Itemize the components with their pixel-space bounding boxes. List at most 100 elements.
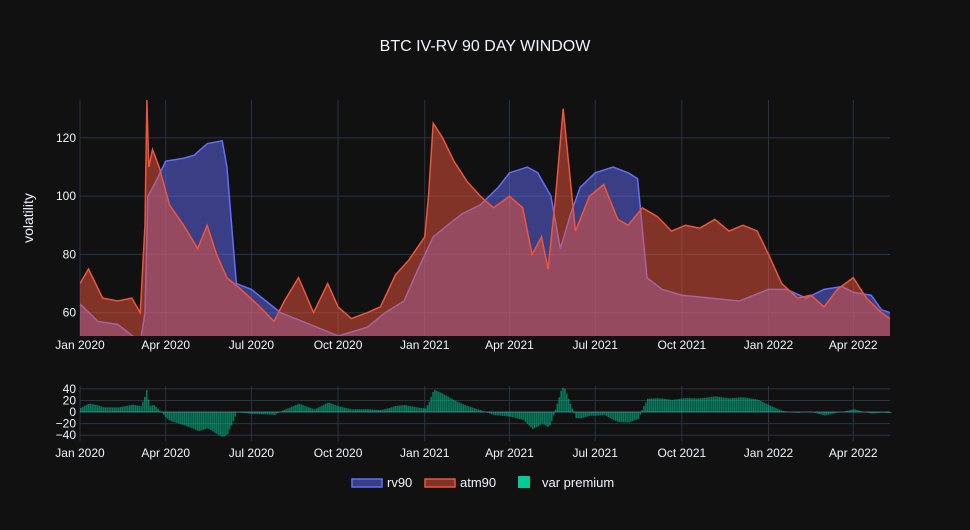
var-premium-bar[interactable] [519, 412, 521, 419]
var-premium-bar[interactable] [442, 393, 444, 412]
var-premium-bar[interactable] [722, 397, 724, 412]
var-premium-bar[interactable] [677, 399, 679, 412]
var-premium-bar[interactable] [734, 398, 736, 412]
var-premium-bar[interactable] [146, 390, 148, 412]
var-premium-bar[interactable] [500, 412, 502, 416]
var-premium-bar[interactable] [536, 412, 538, 427]
var-premium-bar[interactable] [692, 398, 694, 412]
var-premium-bar[interactable] [291, 407, 293, 412]
var-premium-bar[interactable] [632, 412, 634, 421]
var-premium-bar[interactable] [476, 409, 478, 412]
var-premium-bar[interactable] [137, 406, 139, 413]
var-premium-bar[interactable] [634, 412, 636, 420]
var-premium-bar[interactable] [306, 407, 308, 412]
var-premium-bar[interactable] [487, 412, 489, 413]
var-premium-bar[interactable] [131, 405, 133, 412]
var-premium-bar[interactable] [775, 408, 777, 412]
var-premium-bar[interactable] [670, 400, 672, 412]
var-premium-bar[interactable] [553, 412, 555, 415]
var-premium-bar[interactable] [461, 403, 463, 412]
var-premium-bar[interactable] [705, 398, 707, 412]
var-premium-bar[interactable] [656, 398, 658, 412]
var-premium-bar[interactable] [389, 408, 391, 412]
var-premium-bar[interactable] [434, 390, 436, 412]
var-premium-bar[interactable] [526, 412, 528, 424]
var-premium-bar[interactable] [862, 411, 864, 412]
var-premium-bar[interactable] [380, 410, 382, 412]
var-premium-bar[interactable] [664, 399, 666, 412]
var-premium-bar[interactable] [447, 397, 449, 412]
var-premium-bar[interactable] [570, 404, 572, 412]
var-premium-bar[interactable] [513, 412, 515, 418]
var-premium-bar[interactable] [89, 404, 91, 412]
var-premium-bar[interactable] [272, 412, 274, 415]
var-premium-bar[interactable] [832, 412, 834, 414]
var-premium-bar[interactable] [653, 398, 655, 412]
var-premium-bar[interactable] [383, 409, 385, 412]
var-premium-bar[interactable] [849, 410, 851, 412]
var-premium-bar[interactable] [660, 398, 662, 412]
var-premium-bar[interactable] [430, 397, 432, 412]
var-premium-bar[interactable] [393, 407, 395, 412]
var-premium-bar[interactable] [687, 398, 689, 412]
var-premium-bar[interactable] [685, 398, 687, 412]
var-premium-bar[interactable] [123, 406, 125, 412]
var-premium-bar[interactable] [180, 412, 182, 424]
var-premium-bar[interactable] [144, 397, 146, 412]
var-premium-bar[interactable] [148, 400, 150, 412]
var-premium-bar[interactable] [572, 409, 574, 412]
var-premium-bar[interactable] [400, 405, 402, 412]
var-premium-bar[interactable] [557, 404, 559, 412]
var-premium-bar[interactable] [783, 411, 785, 412]
var-premium-bar[interactable] [517, 412, 519, 418]
var-premium-bar[interactable] [199, 412, 201, 431]
var-premium-bar[interactable] [152, 405, 154, 412]
var-premium-bar[interactable] [743, 397, 745, 412]
var-premium-bar[interactable] [888, 412, 890, 413]
var-premium-bar[interactable] [129, 405, 131, 412]
var-premium-bar[interactable] [363, 409, 365, 412]
var-premium-bar[interactable] [155, 407, 157, 412]
var-premium-bar[interactable] [455, 401, 457, 412]
var-premium-bar[interactable] [532, 412, 534, 429]
var-premium-bar[interactable] [270, 412, 272, 415]
var-premium-bar[interactable] [724, 398, 726, 412]
var-premium-bar[interactable] [713, 397, 715, 412]
var-premium-bar[interactable] [679, 399, 681, 412]
var-premium-bar[interactable] [406, 405, 408, 412]
var-premium-bar[interactable] [404, 405, 406, 412]
var-premium-bar[interactable] [639, 412, 641, 415]
var-premium-bar[interactable] [641, 410, 643, 412]
var-premium-bar[interactable] [828, 412, 830, 415]
var-premium-bar[interactable] [438, 392, 440, 412]
var-premium-bar[interactable] [645, 402, 647, 412]
var-premium-bar[interactable] [308, 407, 310, 412]
var-premium-bar[interactable] [315, 409, 317, 413]
var-premium-bar[interactable] [340, 407, 342, 412]
var-premium-bar[interactable] [342, 407, 344, 412]
var-premium-bar[interactable] [756, 399, 758, 412]
var-premium-bar[interactable] [153, 405, 155, 412]
var-premium-bar[interactable] [118, 407, 120, 412]
var-premium-bar[interactable] [574, 412, 576, 413]
var-premium-bar[interactable] [300, 404, 302, 412]
var-premium-bar[interactable] [575, 412, 577, 418]
var-premium-bar[interactable] [530, 412, 532, 427]
var-premium-bar[interactable] [726, 398, 728, 412]
var-premium-bar[interactable] [214, 412, 216, 433]
var-premium-bar[interactable] [231, 412, 233, 425]
var-premium-bar[interactable] [589, 412, 591, 416]
var-premium-bar[interactable] [218, 412, 220, 435]
var-premium-bar[interactable] [178, 412, 180, 424]
var-premium-bar[interactable] [545, 412, 547, 426]
var-premium-bar[interactable] [182, 412, 184, 425]
var-premium-bar[interactable] [715, 396, 717, 412]
var-premium-bar[interactable] [564, 389, 566, 412]
var-premium-bar[interactable] [451, 399, 453, 412]
var-premium-bar[interactable] [600, 412, 602, 415]
var-premium-bar[interactable] [534, 412, 536, 428]
var-premium-bar[interactable] [511, 412, 513, 417]
var-premium-bar[interactable] [717, 397, 719, 412]
var-premium-bar[interactable] [246, 412, 248, 413]
var-premium-bar[interactable] [762, 402, 764, 412]
